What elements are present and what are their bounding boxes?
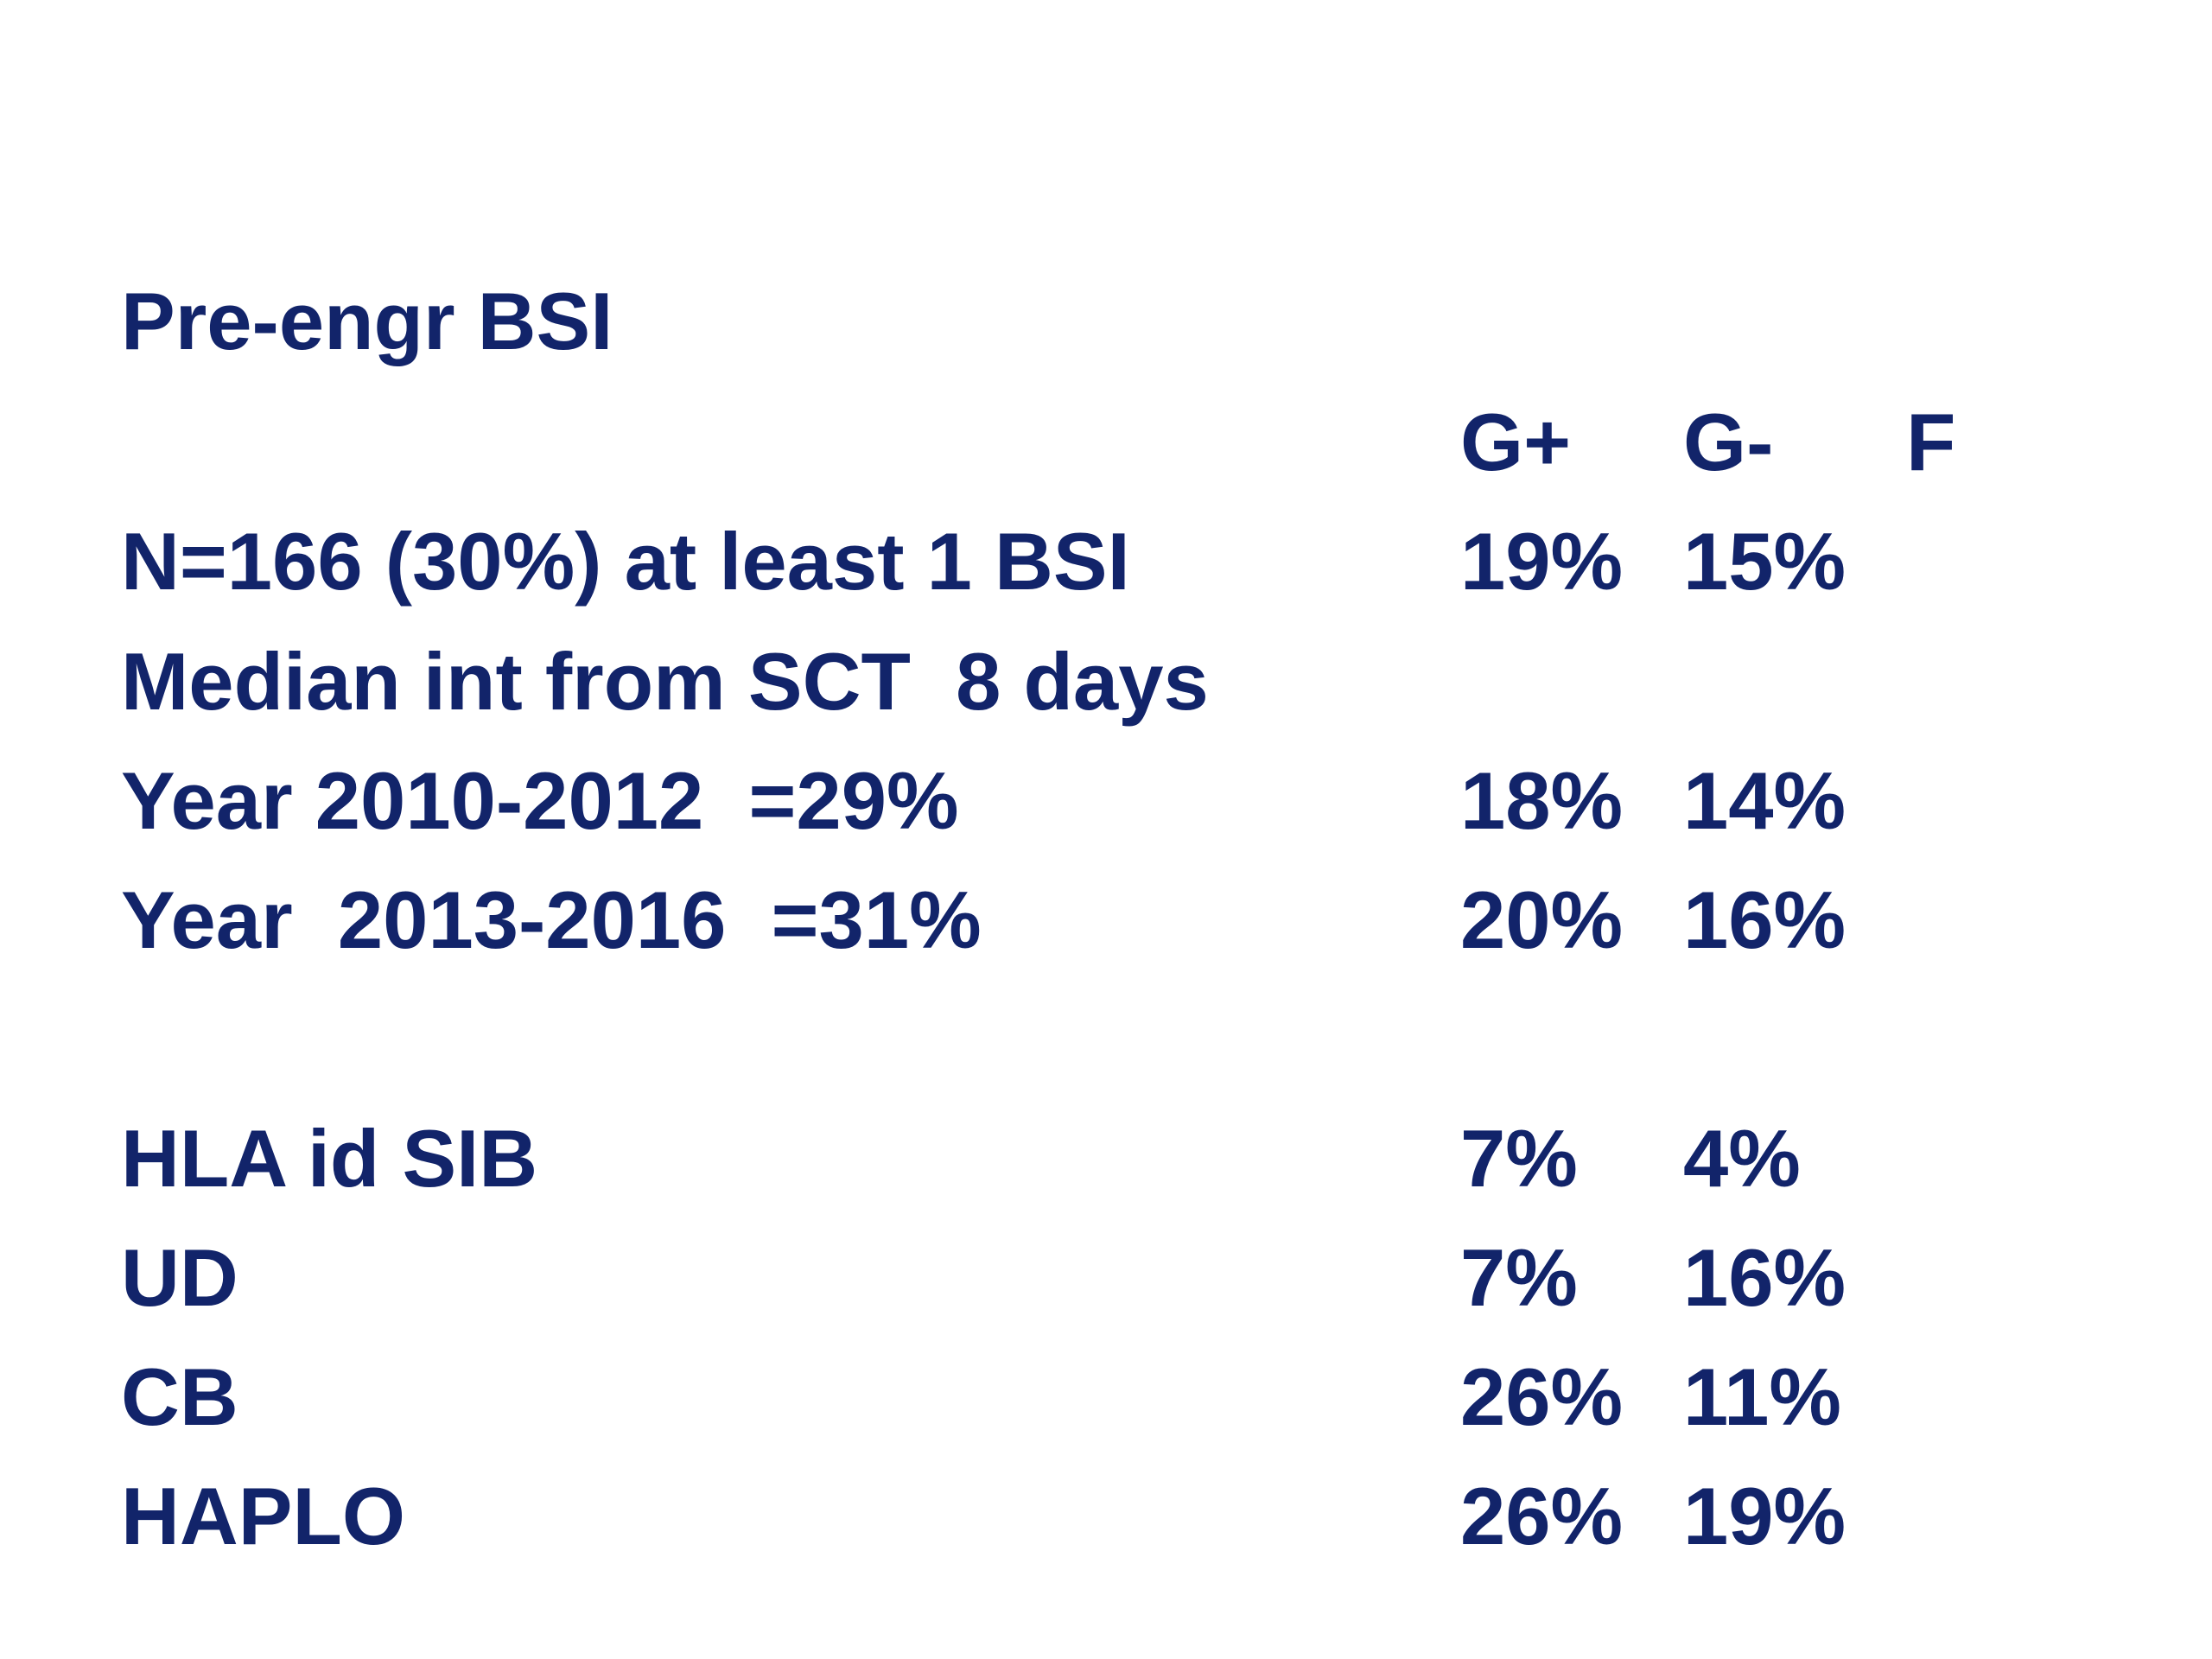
row-2013-2016-g-plus: 20% (1460, 874, 1624, 965)
column-header-g-minus: G- (1683, 397, 1774, 487)
column-header-f: F (1906, 397, 1956, 487)
row-2010-2012-g-plus: 18% (1460, 755, 1624, 846)
slide-heading: Pre-engr BSI (121, 276, 613, 366)
row-haplo-g-minus: 19% (1683, 1471, 1847, 1561)
row-ud-g-minus: 16% (1683, 1232, 1847, 1323)
row-hla-id-sib-g-plus: 7% (1460, 1113, 1578, 1204)
row-ud-g-plus: 7% (1460, 1232, 1578, 1323)
row-label-year-2010-2012: Year 2010-2012 =29% (121, 755, 959, 846)
row-hla-id-sib-g-minus: 4% (1683, 1113, 1801, 1204)
row-cb-g-minus: 11% (1683, 1351, 1841, 1442)
row-haplo-g-plus: 26% (1460, 1471, 1624, 1561)
row-total-g-plus: 19% (1460, 516, 1624, 607)
row-label-haplo: HAPLO (121, 1471, 405, 1561)
column-header-g-plus: G+ (1460, 397, 1572, 487)
row-label-cb: CB (121, 1351, 238, 1442)
row-total-g-minus: 15% (1683, 516, 1847, 607)
row-2010-2012-g-minus: 14% (1683, 755, 1847, 846)
row-label-ud: UD (121, 1232, 238, 1323)
row-label-total: N=166 (30%) at least 1 BSI (121, 516, 1130, 607)
row-cb-g-plus: 26% (1460, 1351, 1624, 1442)
row-2013-2016-g-minus: 16% (1683, 874, 1847, 965)
row-label-median-interval: Median int from SCT 8 days (121, 636, 1209, 727)
row-label-hla-id-sib: HLA id SIB (121, 1113, 538, 1204)
row-label-year-2013-2016: Year 2013-2016 =31% (121, 874, 982, 965)
